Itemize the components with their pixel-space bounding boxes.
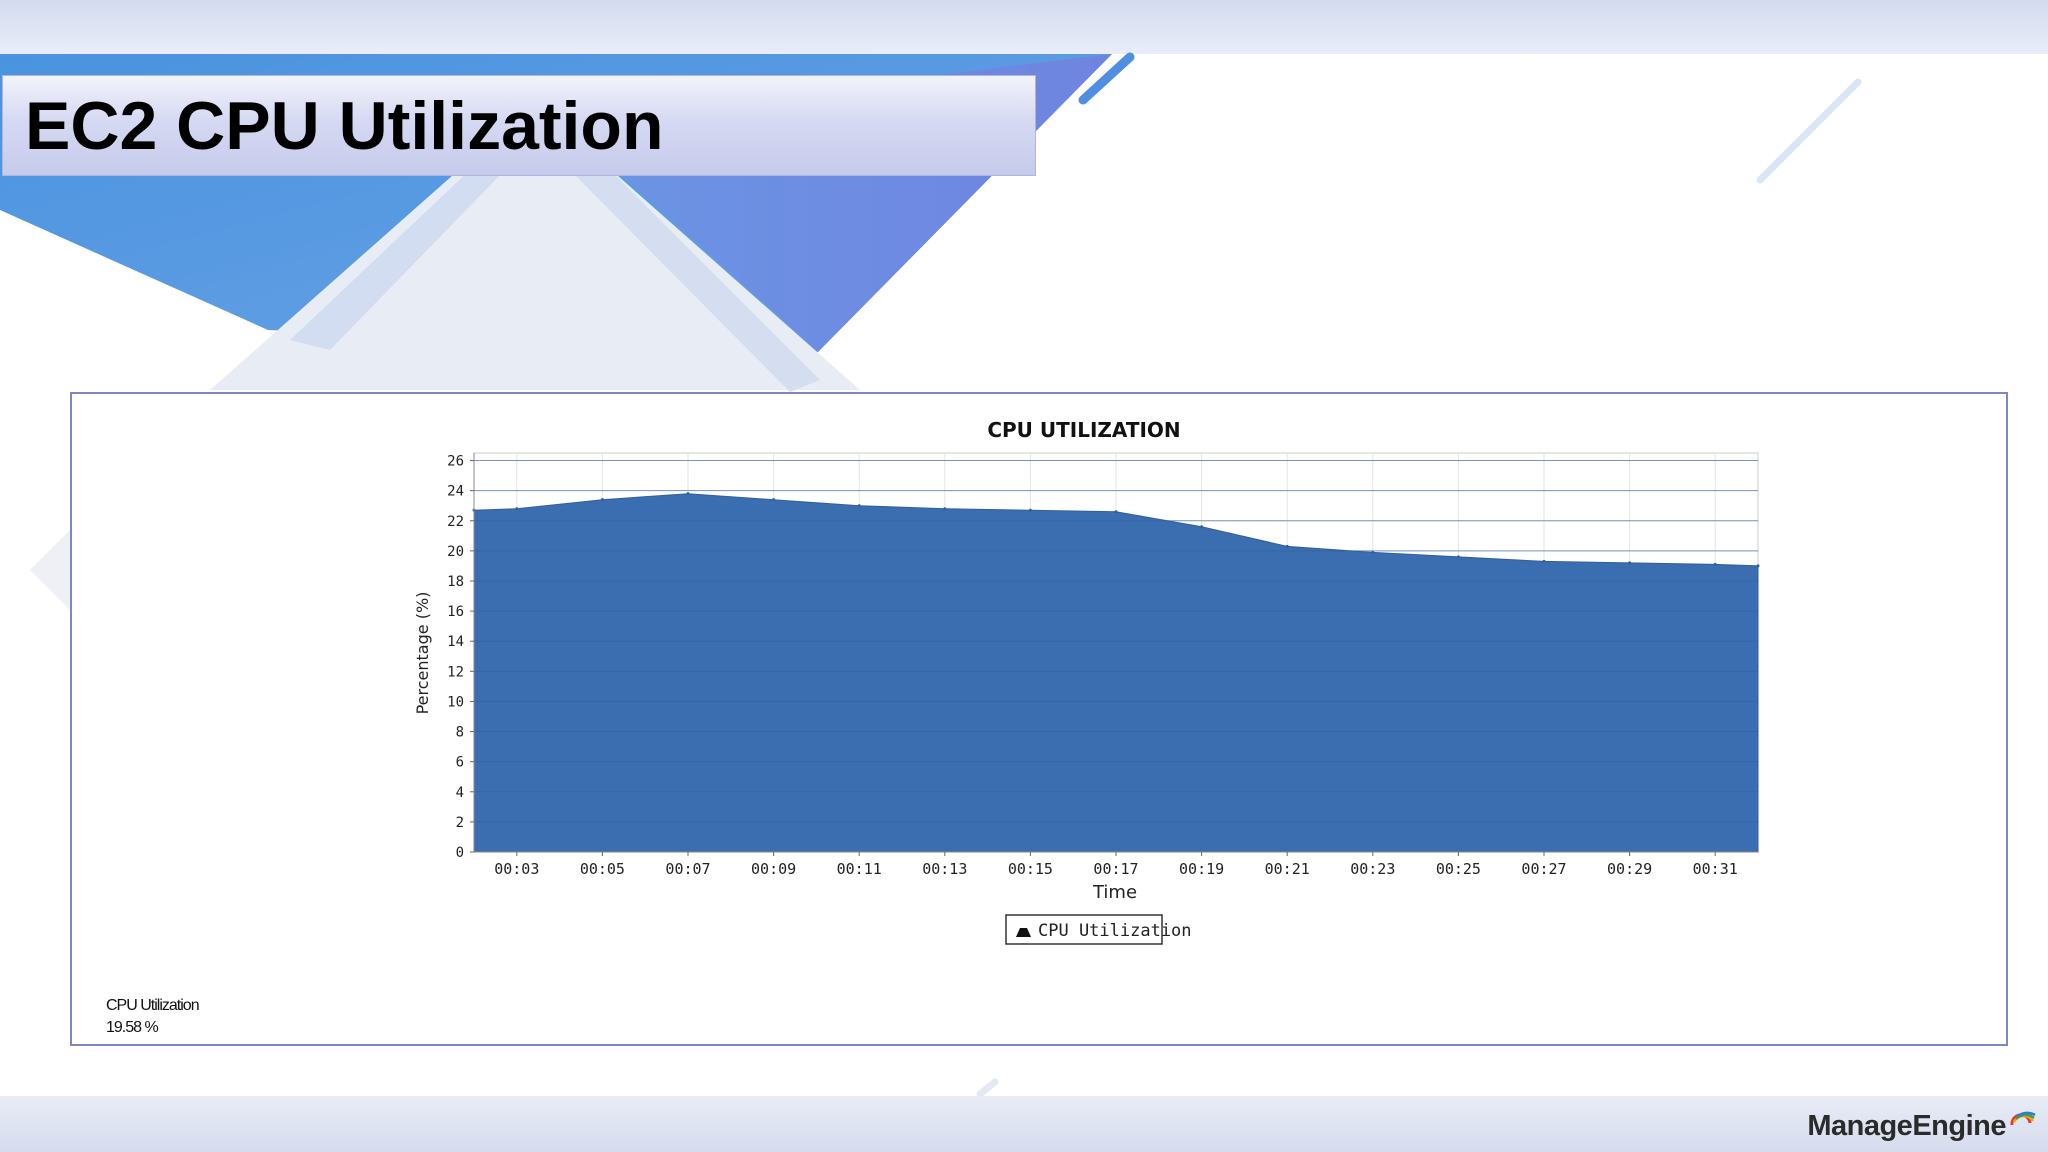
x-tick-label: 00:29	[1607, 860, 1652, 878]
title-banner: EC2 CPU Utilization	[2, 75, 1036, 176]
x-tick-label: 00:31	[1693, 860, 1738, 878]
chart-title: CPU UTILIZATION	[987, 418, 1181, 442]
summary-block: CPU Utilization 19.58 %	[106, 995, 200, 1039]
brand-logo: ManageEngine	[1807, 1104, 2036, 1148]
area-series-cpu-utilization	[473, 493, 1759, 853]
data-point	[943, 507, 947, 511]
x-tick-label: 00:21	[1265, 860, 1310, 878]
y-tick-label: 10	[447, 694, 464, 710]
summary-value: 19.58 %	[106, 1019, 159, 1036]
chart-panel: CPU UTILIZATION 0 2 4 6 8 10 12 14 16 18 20 22 24 26 …	[70, 392, 2008, 1046]
area-series	[472, 460, 1760, 853]
data-point	[1756, 564, 1760, 568]
data-point	[1628, 561, 1632, 565]
x-tick-label: 00:25	[1436, 860, 1481, 878]
data-point	[1114, 510, 1118, 514]
y-tick-label: 26	[447, 454, 464, 470]
x-tick-label: 00:27	[1521, 860, 1566, 878]
x-axis-label: Time	[1092, 882, 1137, 903]
x-tick-label: 00:03	[494, 860, 539, 878]
brand-arc-icon	[2010, 1111, 2036, 1126]
summary-label: CPU Utilization	[106, 997, 200, 1014]
x-tick-label: 00:11	[837, 860, 882, 878]
y-axis-label: Percentage (%)	[413, 592, 432, 715]
legend-swatch	[1016, 928, 1031, 937]
x-tick-label: 00:19	[1179, 860, 1224, 878]
y-tick-label: 16	[447, 604, 464, 620]
x-tick-label: 00:09	[751, 860, 796, 878]
data-point	[772, 498, 776, 502]
data-point	[1456, 555, 1460, 559]
axes	[470, 453, 1758, 856]
chart-legend: CPU Utilization	[1005, 914, 1192, 945]
data-point	[1371, 550, 1375, 554]
x-tick-labels: 00:03 00:05 00:07 00:09 00:11 00:13 00:15 00:17…	[494, 860, 1738, 878]
y-tick-label: 24	[447, 484, 464, 500]
x-tick-label: 00:15	[1008, 860, 1053, 878]
data-point	[515, 507, 519, 511]
y-tick-label: 8	[456, 725, 464, 741]
data-point	[1542, 559, 1546, 563]
x-tick-label: 00:05	[580, 860, 625, 878]
y-tick-label: 2	[456, 815, 464, 831]
brand-name: ManageEngine	[1807, 1109, 2006, 1142]
y-tick-label: 0	[456, 845, 464, 861]
data-point	[1713, 562, 1717, 566]
x-tick-label: 00:07	[665, 860, 710, 878]
y-tick-label: 18	[447, 574, 464, 590]
data-point	[1200, 525, 1204, 529]
x-tick-label: 00:13	[922, 860, 967, 878]
y-tick-label: 22	[447, 514, 464, 530]
data-point	[686, 492, 690, 496]
legend-label: CPU Utilization	[1038, 921, 1192, 941]
data-point	[1028, 508, 1032, 512]
x-tick-label: 00:23	[1350, 860, 1395, 878]
legend-box	[1005, 914, 1163, 945]
data-point	[600, 498, 604, 502]
data-point	[857, 504, 861, 508]
y-tick-label: 4	[456, 785, 464, 801]
x-tick-label: 00:17	[1093, 860, 1138, 878]
y-tick-label: 6	[456, 755, 464, 771]
y-tick-label: 12	[447, 664, 464, 680]
footer-bar	[0, 1096, 2048, 1152]
data-point	[1285, 544, 1289, 548]
slide-title: EC2 CPU Utilization	[25, 88, 664, 164]
y-tick-label: 20	[447, 544, 464, 560]
y-tick-label: 14	[447, 634, 464, 650]
